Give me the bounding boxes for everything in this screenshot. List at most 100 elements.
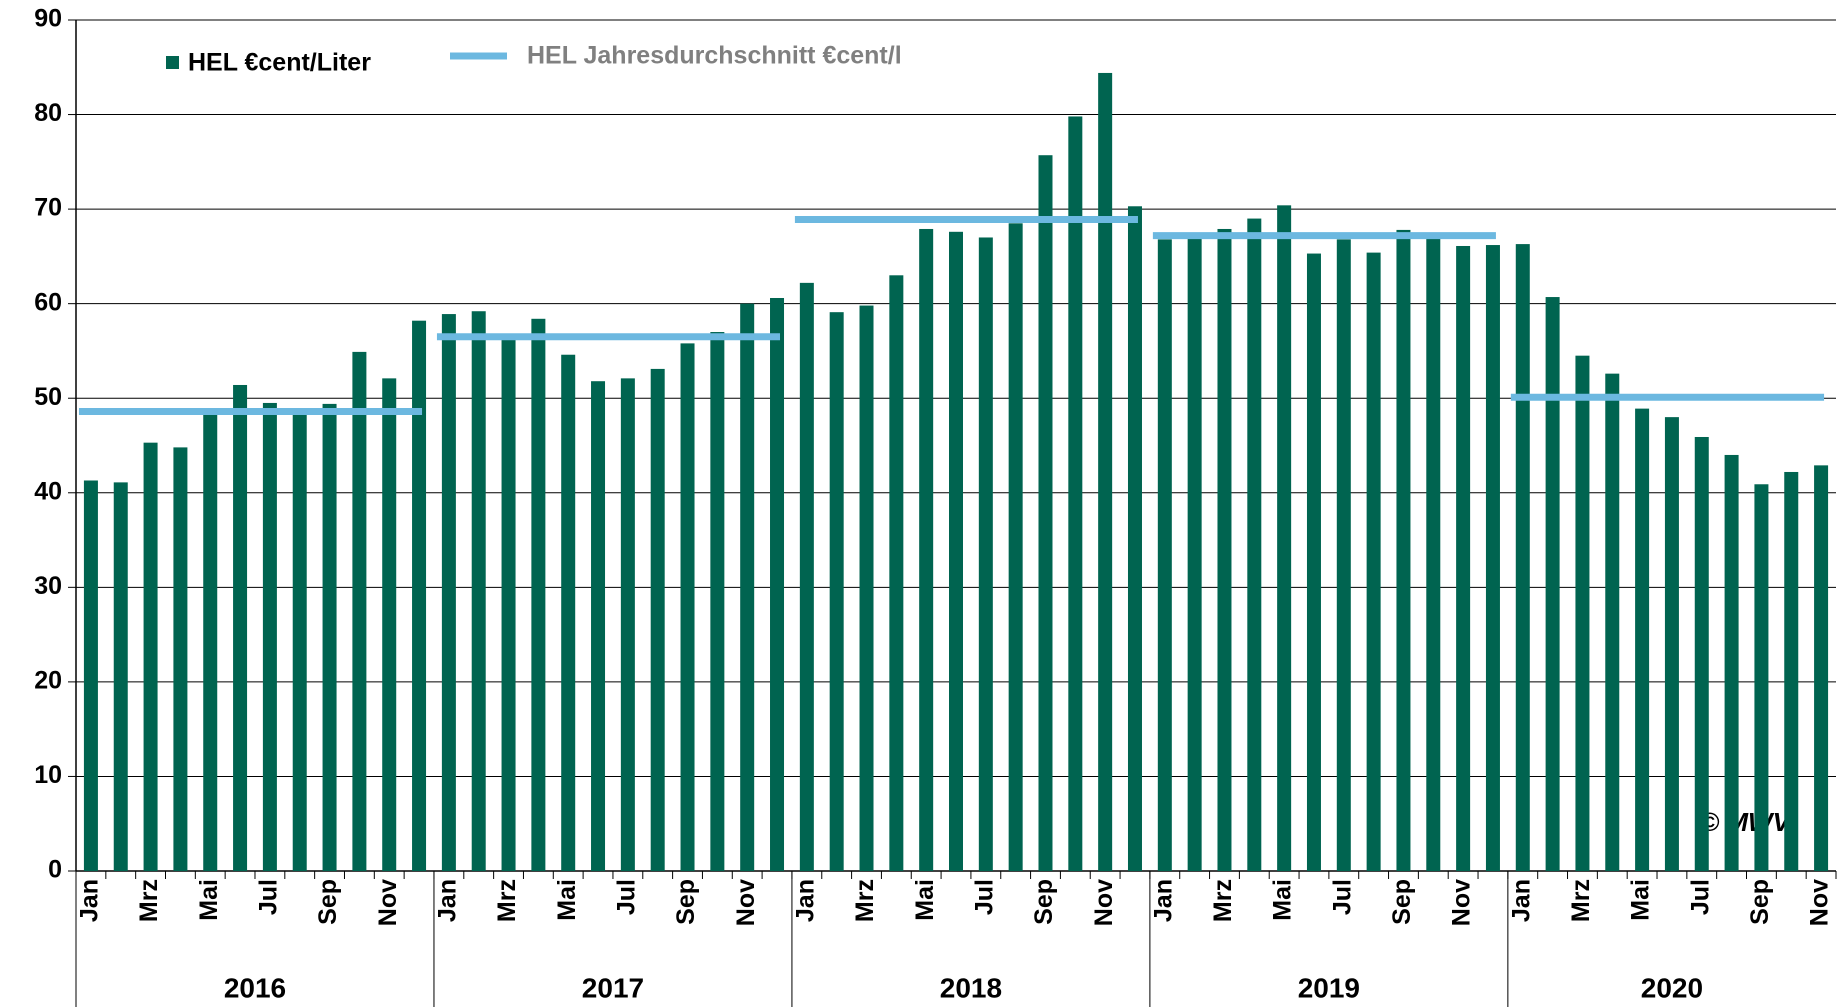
x-tick-label: Nov <box>1090 879 1118 926</box>
bar <box>1485 245 1500 871</box>
bar <box>949 231 963 871</box>
x-tick-label: Mai <box>1269 879 1297 921</box>
bar <box>1575 355 1590 871</box>
bar <box>1784 471 1799 871</box>
bar <box>1426 237 1441 871</box>
y-tick-label: 20 <box>34 666 62 694</box>
bar <box>113 482 128 871</box>
x-tick-label: Mrz <box>1567 879 1595 922</box>
year-label: 2020 <box>1641 972 1703 1003</box>
bar <box>680 343 695 871</box>
y-tick-label: 90 <box>34 5 62 33</box>
bar <box>441 314 456 872</box>
bar <box>1366 252 1381 871</box>
bar <box>740 303 755 872</box>
bar <box>620 378 635 871</box>
y-tick-label: 10 <box>34 761 62 789</box>
bar <box>1068 116 1083 872</box>
bar <box>1277 205 1292 872</box>
legend-label: HEL Jahresdurchschnitt €cent/l <box>527 42 902 70</box>
bar <box>770 297 785 871</box>
bar <box>322 403 337 871</box>
y-tick-label: 50 <box>34 383 62 411</box>
y-tick-label: 0 <box>48 856 62 884</box>
y-tick-label: 70 <box>34 194 62 222</box>
bar <box>1306 253 1321 871</box>
x-tick-label: Nov <box>1806 879 1834 926</box>
bar <box>173 447 188 871</box>
bar <box>83 480 98 871</box>
bar <box>143 442 158 871</box>
bar <box>1694 436 1709 871</box>
bar <box>1187 232 1202 871</box>
bar <box>1396 229 1411 871</box>
y-tick-label: 40 <box>34 477 62 505</box>
x-tick-label: Nov <box>1448 879 1476 926</box>
bar <box>1456 245 1471 871</box>
bar <box>1664 417 1679 871</box>
bar <box>352 351 367 871</box>
x-tick-label: Sep <box>672 879 700 925</box>
bar <box>799 282 814 871</box>
x-tick-label: Mai <box>195 879 223 921</box>
bar <box>591 381 606 871</box>
bar <box>978 237 993 871</box>
year-label: 2018 <box>940 972 1002 1003</box>
y-tick-label: 60 <box>34 288 62 316</box>
bar <box>412 320 427 872</box>
x-tick-label: Mrz <box>493 879 521 922</box>
bar <box>710 332 725 871</box>
bar <box>382 378 397 871</box>
x-tick-label: Jul <box>612 879 640 915</box>
bar <box>1605 373 1620 871</box>
legend-label: HEL €cent/Liter <box>188 49 371 77</box>
bar <box>1038 155 1053 871</box>
bar <box>292 414 307 871</box>
bar <box>889 275 904 871</box>
bar <box>471 311 486 872</box>
bar <box>859 305 874 872</box>
bar <box>1127 206 1142 872</box>
bar <box>1247 218 1262 872</box>
x-tick-label: Jan <box>1149 879 1177 922</box>
bar <box>531 318 546 872</box>
x-tick-label: Jan <box>1507 879 1535 922</box>
bar <box>1724 454 1739 871</box>
bar <box>501 339 516 871</box>
bar <box>561 354 576 871</box>
bar <box>1336 239 1351 871</box>
annotation: © MWV <box>1700 807 1793 837</box>
x-tick-label: Sep <box>314 879 342 925</box>
x-tick-label: Mai <box>1627 879 1655 921</box>
bar <box>1515 244 1530 871</box>
x-tick-label: Mrz <box>1209 879 1237 922</box>
bar <box>1217 228 1232 871</box>
x-tick-label: Jan <box>791 879 819 922</box>
y-tick-label: 80 <box>34 99 62 127</box>
x-tick-label: Jul <box>1686 879 1714 915</box>
x-tick-label: Jan <box>76 879 104 922</box>
bar <box>262 402 277 871</box>
x-tick-label: Mai <box>911 879 939 921</box>
bar <box>1754 484 1769 871</box>
bar <box>203 414 218 871</box>
year-label: 2016 <box>224 972 286 1003</box>
bar <box>1814 465 1829 871</box>
bar <box>919 228 934 871</box>
x-tick-label: Jul <box>255 879 283 915</box>
x-tick-label: Jan <box>433 879 461 922</box>
bar <box>1545 297 1560 871</box>
x-tick-label: Jul <box>1328 879 1356 915</box>
legend-swatch <box>166 56 179 69</box>
x-tick-label: Jul <box>970 879 998 915</box>
bar <box>829 312 844 872</box>
bar <box>1098 72 1113 871</box>
x-tick-label: Sep <box>1388 879 1416 925</box>
x-tick-label: Sep <box>1746 879 1774 925</box>
bar <box>650 368 665 871</box>
year-label: 2017 <box>582 972 644 1003</box>
x-tick-label: Nov <box>374 879 402 926</box>
year-label: 2019 <box>1298 972 1360 1003</box>
x-tick-label: Nov <box>732 879 760 926</box>
